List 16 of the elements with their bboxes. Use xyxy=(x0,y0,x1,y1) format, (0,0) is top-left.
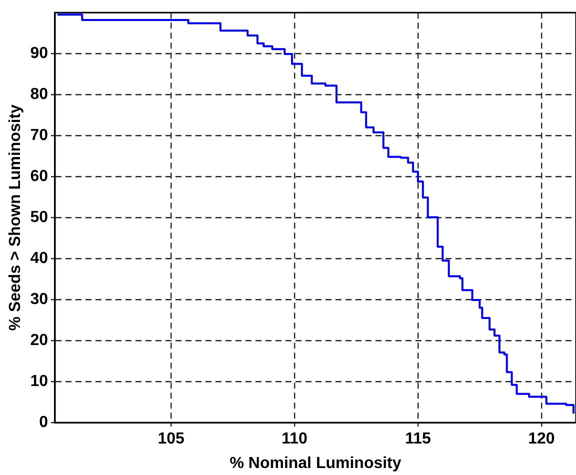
x-axis-title: % Nominal Luminosity xyxy=(230,454,402,472)
y-tick-label: 60 xyxy=(30,168,48,186)
y-tick-label: 90 xyxy=(30,45,48,62)
x-tick-label: 110 xyxy=(282,430,308,448)
y-tick-label: 80 xyxy=(30,86,48,104)
y-tick-label: 30 xyxy=(30,291,48,308)
y-tick-label: 70 xyxy=(30,127,48,144)
x-tick-label: 115 xyxy=(405,430,431,448)
y-tick-label: 40 xyxy=(30,250,48,268)
y-tick-label: 10 xyxy=(30,373,48,390)
y-tick-label: 20 xyxy=(30,332,48,350)
y-tick-label: 0 xyxy=(39,414,48,432)
y-axis-title: % Seeds > Shown Luminosity xyxy=(7,104,24,331)
y-tick-label: 50 xyxy=(30,209,48,226)
x-tick-label: 120 xyxy=(528,430,555,448)
x-tick-label: 105 xyxy=(158,430,184,448)
